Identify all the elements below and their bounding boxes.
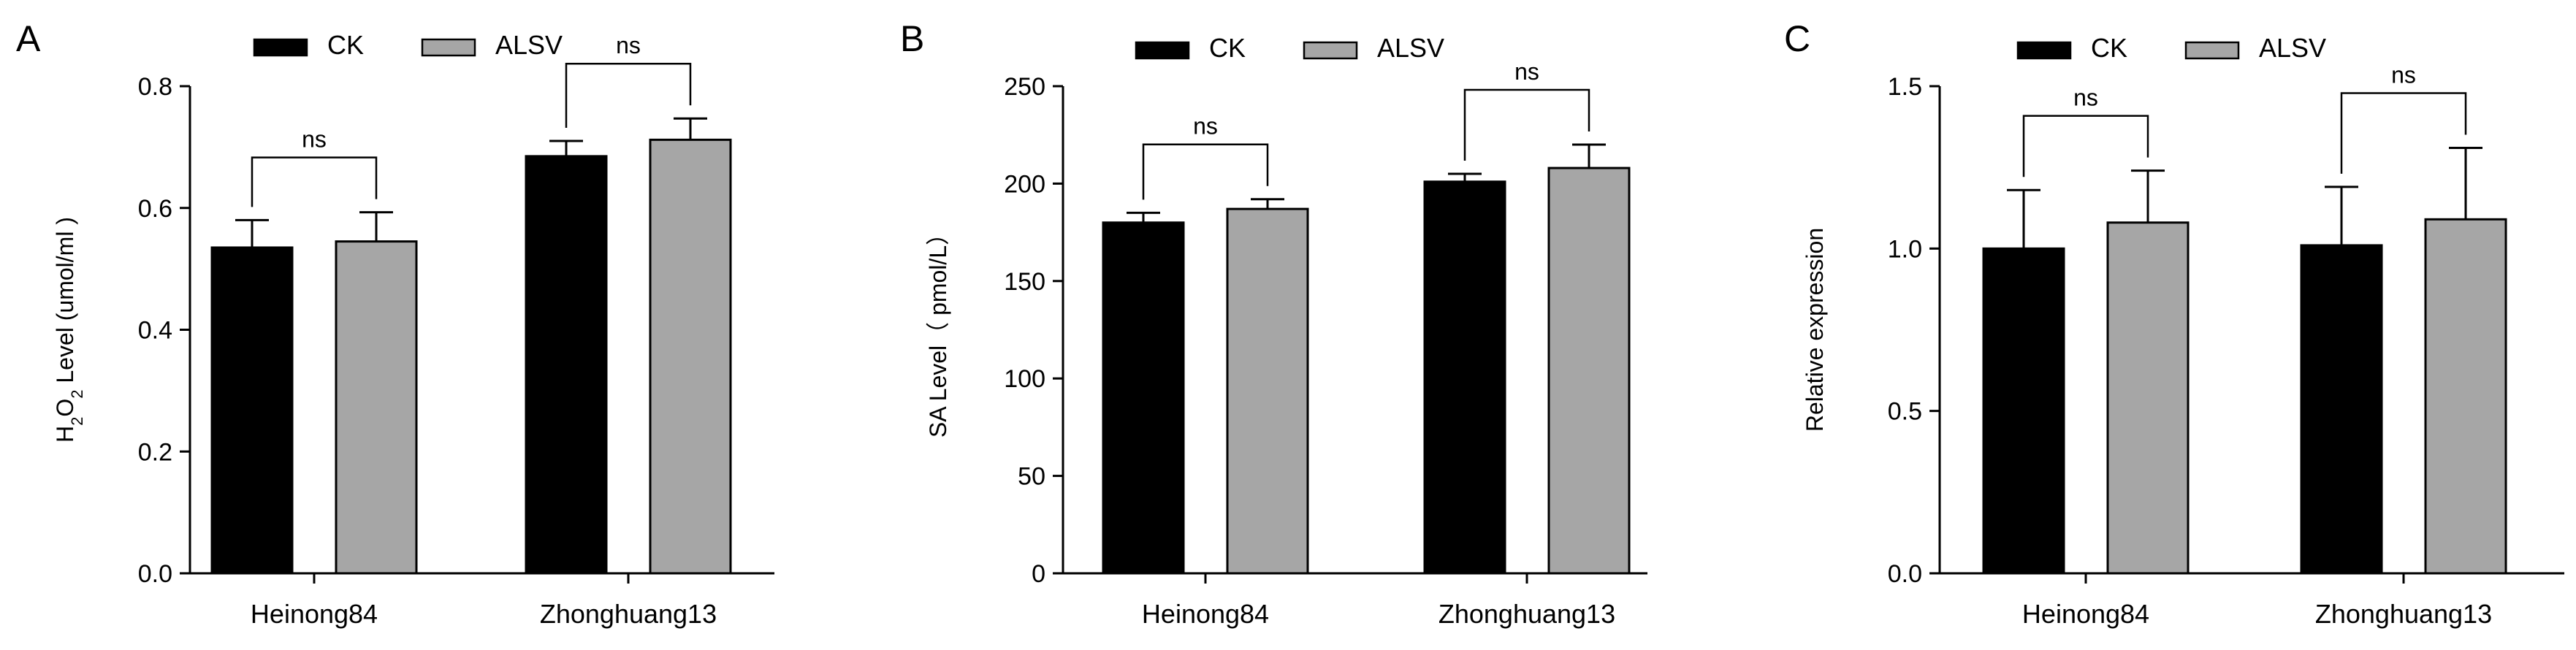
bar-alsv-heinong84 <box>1226 207 1309 575</box>
y-tick-label: 1.0 <box>1888 235 1922 263</box>
bar-ck-heinong84 <box>1102 221 1185 575</box>
y-tick-label: 0.4 <box>138 317 172 345</box>
bar-alsv-zhonghuang13 <box>649 138 732 575</box>
bar-ck-zhonghuang13 <box>2300 244 2383 575</box>
bar-alsv-zhonghuang13 <box>1547 167 1631 575</box>
significance-bracket-heinong84 <box>251 156 378 207</box>
y-tick-label: 1.5 <box>1888 73 1922 101</box>
x-tick-label-zhonghuang13: Zhonghuang13 <box>2315 599 2492 629</box>
y-tick-label: 50 <box>1018 463 1045 491</box>
significance-bracket-zhonghuang13 <box>1463 88 1590 161</box>
significance-label-zhonghuang13: ns <box>616 32 641 58</box>
bar-alsv-heinong84 <box>335 240 418 575</box>
y-tick-label: 150 <box>1004 268 1045 296</box>
bar-ck-zhonghuang13 <box>525 155 608 575</box>
y-axis-title-o: O <box>52 399 78 417</box>
legend-swatch-alsv <box>2184 41 2240 60</box>
y-axis-title: H2O2 Level (umol/ml ) <box>52 217 86 443</box>
legend-label-ck: CK <box>327 30 364 60</box>
y-tick-label: 0.5 <box>1888 398 1922 426</box>
significance-bracket-zhonghuang13 <box>565 62 692 129</box>
significance-bracket-heinong84 <box>2022 115 2149 177</box>
panel-letter: C <box>1784 18 1810 59</box>
y-tick-label: 0.6 <box>138 195 172 223</box>
y-tick-label: 0.0 <box>1888 560 1922 588</box>
significance-label-zhonghuang13: ns <box>1514 58 1539 85</box>
significance-label-heinong84: ns <box>302 126 327 153</box>
significance-label-heinong84: ns <box>2073 85 2098 111</box>
bar-ck-heinong84 <box>210 246 294 575</box>
y-tick-label: 200 <box>1004 170 1045 198</box>
legend-swatch-alsv <box>1303 41 1358 60</box>
significance-label-heinong84: ns <box>1193 113 1218 139</box>
legend-label-ck: CK <box>1209 33 1246 63</box>
bar-ck-zhonghuang13 <box>1423 180 1506 575</box>
y-tick-label: 0.0 <box>138 560 172 588</box>
x-tick-label-zhonghuang13: Zhonghuang13 <box>1438 599 1615 629</box>
legend-swatch-ck <box>253 38 308 57</box>
y-tick-label: 250 <box>1004 73 1045 101</box>
x-tick-label-heinong84: Heinong84 <box>1142 599 1269 629</box>
legend-label-ck: CK <box>2091 33 2127 63</box>
y-axis-title: SA Level（ pmol/L） <box>925 222 951 437</box>
legend-swatch-ck <box>2016 41 2072 60</box>
panel-letter: A <box>16 18 41 59</box>
significance-bracket-zhonghuang13 <box>2340 92 2467 174</box>
panel-letter: B <box>900 18 924 59</box>
bar-alsv-heinong84 <box>2106 221 2190 575</box>
significance-label-zhonghuang13: ns <box>2391 61 2416 88</box>
chart-panel-a: A CK ALSV ns ns 0.0 0.2 0.4 0.6 0.8 Heinong84 Zhong… <box>16 18 774 629</box>
legend-swatch-alsv <box>421 38 476 57</box>
bar-ck-heinong84 <box>1982 247 2065 575</box>
legend-label-alsv: ALSV <box>2259 33 2326 63</box>
y-axis-title-sub: 2 <box>68 390 86 399</box>
significance-bracket-heinong84 <box>1142 143 1269 200</box>
legend-label-alsv: ALSV <box>1377 33 1444 63</box>
y-tick-label: 0.8 <box>138 73 172 101</box>
x-tick-label-heinong84: Heinong84 <box>251 599 378 629</box>
y-tick-label: 0.2 <box>138 438 172 466</box>
y-axis-title-text: Level (umol/ml ) <box>52 217 78 390</box>
y-tick-label: 0 <box>1032 560 1045 588</box>
y-axis-title: Relative expression <box>1802 228 1828 432</box>
chart-panel-c: C CK ALSV ns ns 0.0 0.5 1.0 1.5 Heinong84 Zhonghua… <box>1784 18 2564 629</box>
y-tick-label: 100 <box>1004 365 1045 393</box>
legend-swatch-ck <box>1135 41 1190 60</box>
chart-panel-b: B CK ALSV ns ns 0 50 100 150 200 250 Heinong84 Zhong… <box>900 18 1647 629</box>
x-tick-label-heinong84: Heinong84 <box>2022 599 2149 629</box>
x-tick-label-zhonghuang13: Zhonghuang13 <box>540 599 717 629</box>
y-axis-title-h: H <box>52 426 78 443</box>
legend-label-alsv: ALSV <box>495 30 563 60</box>
y-axis-title-sub: 2 <box>68 417 86 426</box>
bar-alsv-zhonghuang13 <box>2424 218 2507 575</box>
